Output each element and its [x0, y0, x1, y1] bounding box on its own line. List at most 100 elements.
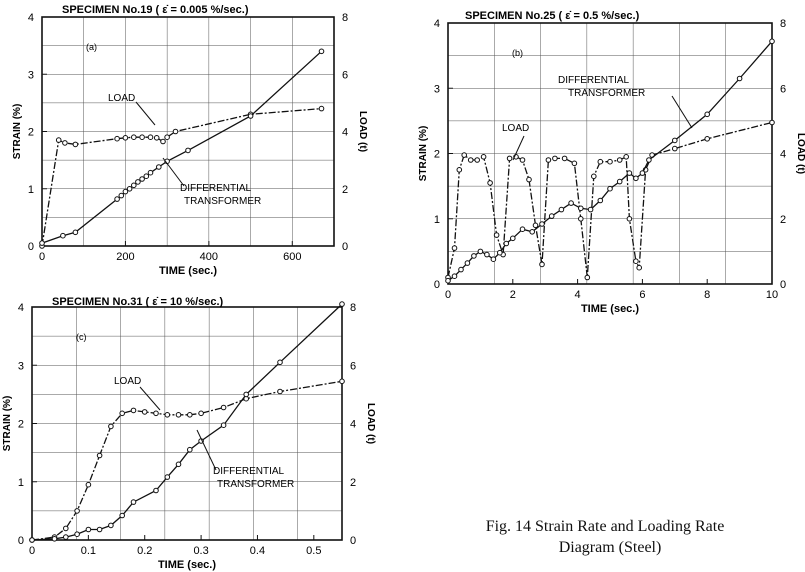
data-point-differential-transformer — [85, 526, 92, 533]
y2-tick-label: 8 — [342, 12, 348, 24]
caption-line-2: Diagram (Steel) — [558, 539, 662, 556]
data-point-load — [616, 157, 623, 163]
data-point-differential-transformer — [29, 537, 35, 543]
annotation-label: DIFFERENTIAL — [558, 75, 630, 86]
y2-tick-label: 8 — [780, 18, 786, 30]
data-point-differential-transformer — [510, 235, 516, 242]
data-point-differential-transformer — [704, 111, 711, 118]
data-point-load — [506, 155, 513, 162]
y2-axis-label: LOAD (t) — [795, 133, 805, 174]
data-point-load — [769, 119, 775, 126]
data-point-load — [526, 176, 532, 183]
data-point-load — [108, 423, 114, 430]
y2-axis-label: LOAD (t) — [365, 403, 376, 444]
data-point-differential-transformer — [122, 188, 129, 195]
data-point-load — [633, 258, 639, 265]
data-point-load — [474, 157, 481, 163]
data-point-load — [584, 274, 591, 281]
caption-line-1: Fig. 14 Strain Rate and Loading Rate — [485, 518, 725, 535]
data-point-load — [175, 412, 182, 418]
x-axis-label: TIME (sec.) — [159, 265, 217, 277]
data-point-load — [187, 412, 193, 418]
data-point-differential-transformer — [587, 206, 594, 213]
data-point-differential-transformer — [96, 526, 103, 533]
series-line-load — [447, 121, 773, 278]
data-point-load — [62, 140, 68, 146]
data-point-load — [198, 410, 204, 417]
data-point-differential-transformer — [187, 446, 193, 453]
x-tick-label: 4 — [575, 289, 581, 301]
data-point-differential-transformer — [147, 169, 154, 176]
annotation-label: LOAD — [502, 123, 529, 134]
chart-title: SPECIMEN No.19 ( ε̇ = 0.005 %/sec.) — [62, 4, 249, 16]
y2-tick-label: 4 — [350, 419, 356, 431]
data-point-differential-transformer — [60, 232, 66, 239]
data-point-differential-transformer — [672, 137, 678, 144]
data-point-differential-transformer — [108, 522, 114, 529]
y2-axis-label: LOAD (t) — [357, 111, 368, 152]
data-point-differential-transformer — [639, 170, 646, 176]
data-point-differential-transformer — [339, 301, 345, 307]
x-tick-label: 0 — [39, 251, 45, 263]
y-tick-label: 4 — [18, 302, 24, 314]
y-tick-label: 0 — [434, 279, 440, 291]
data-point-load — [277, 388, 283, 395]
annotation-label: TRANSFORMER — [184, 196, 261, 207]
annotation-leader — [671, 95, 693, 129]
data-point-differential-transformer — [39, 240, 45, 246]
data-point-load — [461, 152, 468, 158]
data-point-differential-transformer — [464, 260, 471, 266]
data-point-load — [451, 245, 458, 251]
data-point-load — [672, 145, 678, 152]
y2-tick-label: 8 — [350, 302, 356, 314]
x-tick-label: 400 — [200, 251, 218, 263]
data-point-differential-transformer — [529, 229, 536, 235]
y-tick-label: 4 — [434, 18, 440, 30]
data-point-differential-transformer — [607, 185, 613, 192]
data-point-load — [607, 158, 613, 165]
x-axis-label: TIME (sec.) — [158, 559, 216, 571]
data-point-differential-transformer — [646, 157, 652, 163]
data-point-load — [493, 232, 500, 238]
data-point-load — [85, 481, 92, 488]
data-point-differential-transformer — [497, 249, 503, 256]
data-point-load — [456, 167, 463, 173]
y2-tick-label: 6 — [780, 83, 786, 95]
data-point-load — [480, 154, 487, 160]
data-point-differential-transformer — [484, 251, 490, 258]
y2-tick-label: 6 — [342, 69, 348, 81]
data-point-differential-transformer — [119, 512, 125, 519]
x-tick-label: 0.4 — [250, 545, 265, 557]
x-tick-label: 600 — [283, 251, 301, 263]
data-point-load — [63, 525, 69, 532]
data-point-differential-transformer — [220, 422, 227, 429]
figure-caption: Fig. 14 Strain Rate and Loading Rate Dia… — [440, 516, 770, 558]
y2-tick-label: 0 — [350, 535, 356, 547]
y2-tick-label: 6 — [350, 360, 356, 372]
x-tick-label: 0.5 — [306, 545, 321, 557]
data-point-differential-transformer — [519, 226, 526, 232]
y2-tick-label: 2 — [342, 184, 348, 196]
data-point-load — [532, 222, 539, 229]
data-point-load — [467, 157, 474, 163]
x-tick-label: 10 — [766, 289, 778, 301]
data-point-load — [72, 141, 79, 148]
data-point-load — [704, 136, 711, 142]
data-point-load — [164, 412, 171, 418]
y-tick-label: 3 — [434, 83, 440, 95]
data-point-load — [131, 134, 137, 140]
data-point-differential-transformer — [247, 113, 254, 119]
y2-tick-label: 4 — [780, 149, 786, 161]
data-point-load — [597, 158, 604, 165]
data-point-differential-transformer — [130, 499, 137, 505]
y-axis-label: STRAIN (%) — [418, 126, 429, 182]
annotation-label: LOAD — [108, 93, 135, 104]
data-point-differential-transformer — [243, 391, 249, 398]
panel-label: (b) — [512, 48, 523, 58]
data-point-differential-transformer — [736, 75, 743, 82]
data-point-differential-transformer — [458, 266, 464, 273]
data-point-load — [545, 157, 552, 163]
x-tick-label: 0 — [445, 289, 451, 301]
y-tick-label: 1 — [18, 477, 24, 489]
data-point-differential-transformer — [558, 206, 565, 213]
